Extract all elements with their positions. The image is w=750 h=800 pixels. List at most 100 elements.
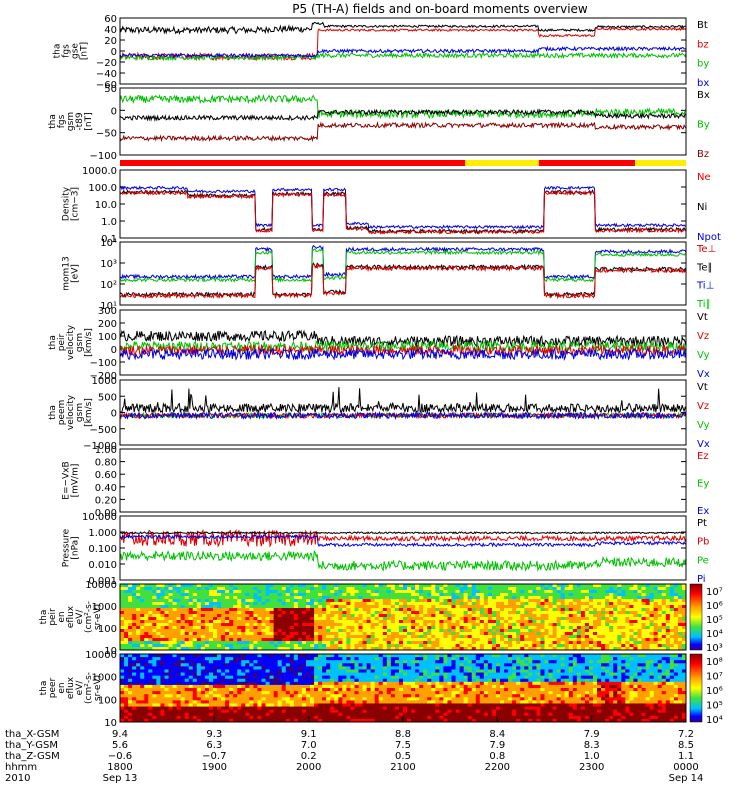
series-npot xyxy=(119,185,687,230)
spectrogram-cell xyxy=(120,709,125,714)
spectrogram-cell xyxy=(233,666,238,670)
spectrogram-cell xyxy=(136,688,141,692)
spectrogram-cell xyxy=(467,641,473,645)
spectrogram-cell xyxy=(318,635,323,639)
spectrogram-cell xyxy=(661,635,667,639)
spectrogram-cell xyxy=(605,647,610,651)
spectrogram-cell xyxy=(225,611,230,615)
spectrogram-cell xyxy=(156,587,161,591)
spectrogram-cell xyxy=(504,629,509,633)
spectrogram-cell xyxy=(556,620,562,624)
spectrogram-cell xyxy=(584,605,590,609)
spectrogram-cell xyxy=(144,654,149,658)
spectrogram-cell xyxy=(164,614,170,618)
spectrogram-cell xyxy=(386,715,392,720)
spectrogram-cell xyxy=(398,605,404,609)
spectrogram-cell xyxy=(136,675,141,680)
spectrogram-cell xyxy=(225,666,230,670)
spectrogram-cell xyxy=(390,647,396,651)
spectrogram-cell xyxy=(285,641,291,645)
spectrogram-cell xyxy=(649,647,655,651)
spectrogram-cell xyxy=(208,614,214,618)
spectrogram-cell xyxy=(564,608,570,612)
spectrogram-cell xyxy=(455,593,461,597)
spectrogram-cell xyxy=(524,599,529,603)
spectrogram-cell xyxy=(467,587,473,591)
spectrogram-cell xyxy=(588,629,594,633)
spectrogram-cell xyxy=(435,638,440,642)
spectrogram-cell xyxy=(479,635,485,639)
spectrogram-cell xyxy=(273,605,279,609)
spectrogram-cell xyxy=(289,587,295,591)
spectrogram-cell xyxy=(350,647,355,651)
spectrogram-cell xyxy=(415,611,420,615)
spectrogram-cell xyxy=(156,641,161,645)
spectrogram-cell xyxy=(382,712,388,717)
spectrogram-cell xyxy=(152,632,157,636)
spectrogram-cell xyxy=(423,629,428,633)
spectrogram-cell xyxy=(152,626,157,630)
spectrogram-cell xyxy=(212,688,218,692)
spectrogram-cell xyxy=(673,614,679,618)
spectrogram-cell xyxy=(597,626,602,630)
spectrogram-cell xyxy=(568,623,574,627)
spectrogram-cell xyxy=(212,584,218,588)
spectrogram-cell xyxy=(403,672,408,677)
spectrogram-cell xyxy=(520,623,525,627)
spectrogram-cell xyxy=(164,617,170,621)
spectrogram-cell xyxy=(233,635,238,639)
spectrogram-cell xyxy=(398,590,404,594)
spectrogram-cell xyxy=(225,620,230,624)
spectrogram-cell xyxy=(370,691,376,695)
spectrogram-cell xyxy=(548,596,554,600)
spectrogram-cell xyxy=(261,669,267,674)
spectrogram-cell xyxy=(653,626,659,630)
legend-vx: Vx xyxy=(697,369,710,380)
spectrogram-cell xyxy=(584,626,590,630)
spectrogram-cell xyxy=(548,629,554,633)
spectrogram-cell xyxy=(536,584,541,588)
spectrogram-cell xyxy=(451,623,457,627)
spectrogram-cell xyxy=(172,678,178,683)
spectrogram-cell xyxy=(249,593,254,597)
spectrogram-cell xyxy=(366,620,372,624)
spectrogram-cell xyxy=(196,623,202,627)
spectrogram-cell xyxy=(176,678,182,683)
spectrogram-cell xyxy=(152,657,157,661)
spectrogram-cell xyxy=(164,623,170,627)
spectrogram-cell xyxy=(629,590,634,594)
spectrogram-cell xyxy=(221,694,226,698)
spectrogram-cell xyxy=(168,623,174,627)
spectrogram-cell xyxy=(124,718,129,723)
spectrogram-cell xyxy=(322,590,327,594)
spectrogram-cell xyxy=(374,593,380,597)
spectrogram-cell xyxy=(192,632,198,636)
spectrogram-cell xyxy=(386,611,392,615)
spectrogram-cell xyxy=(289,608,295,612)
spectrogram-cell xyxy=(196,626,202,630)
spectrogram-cell xyxy=(176,605,182,609)
spectrogram-cell xyxy=(338,605,343,609)
spectrogram-cell xyxy=(318,629,323,633)
spectrogram-cell xyxy=(180,593,186,597)
spectrogram-cell xyxy=(548,608,554,612)
spectrogram-cell xyxy=(281,694,287,698)
spectrogram-cell xyxy=(196,706,202,711)
spectrogram-cell xyxy=(677,593,683,597)
spectrogram-cell xyxy=(629,596,634,600)
legend-ne: Ne xyxy=(697,172,711,183)
spectrogram-cell xyxy=(305,684,311,689)
spectrogram-cell xyxy=(265,663,271,667)
spectrogram-cell xyxy=(269,641,275,645)
spectrogram-cell xyxy=(390,590,396,594)
spectrogram-cell xyxy=(540,611,545,615)
spectrogram-cell xyxy=(305,623,311,627)
spectrogram-cell xyxy=(152,605,157,609)
y-axis-label-line: peir xyxy=(57,333,67,351)
spectrogram-cell xyxy=(584,614,590,618)
spectrogram-cell xyxy=(318,700,323,704)
spectrogram-cell xyxy=(180,632,186,636)
spectrogram-cell xyxy=(657,614,663,618)
spectrogram-cell xyxy=(314,697,319,701)
spectrogram-cell xyxy=(265,675,271,680)
